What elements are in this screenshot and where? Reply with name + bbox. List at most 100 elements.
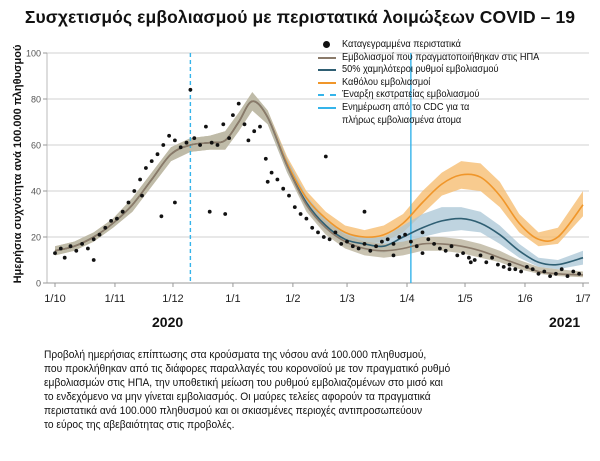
observed-point — [115, 216, 119, 221]
legend-label: Έναρξη εκστρατείας εμβολιασμού — [342, 89, 480, 101]
observed-point — [472, 258, 477, 262]
observed-point — [91, 237, 96, 242]
observed-point — [223, 212, 228, 216]
observed-point — [173, 138, 177, 143]
legend-item-observed: Καταγεγραμμένα περιστατικά — [316, 39, 556, 52]
observed-point — [339, 242, 344, 246]
y-tick-label: 40 — [31, 187, 41, 197]
observed-point — [316, 230, 320, 235]
observed-point — [167, 133, 172, 138]
observed-point — [155, 152, 160, 157]
scenario-lines — [54, 100, 584, 276]
dashed-line-icon — [316, 89, 342, 101]
legend-label: Ενημέρωση από το CDC για τα — [342, 101, 470, 113]
observed-point — [103, 225, 108, 230]
observed-point — [571, 269, 576, 274]
observed-point — [397, 235, 402, 239]
observed-point — [374, 244, 378, 249]
observed-point — [501, 265, 506, 269]
caption-line: το ενδεχόμενο να μην γίνεται εμβολιασμός… — [44, 390, 431, 403]
observed-point — [559, 267, 564, 272]
observed-point — [391, 253, 396, 258]
observed-point — [263, 156, 268, 161]
observed-point — [252, 129, 257, 134]
observed-point — [53, 251, 57, 256]
observed-point — [144, 166, 148, 170]
year-label-2020: 2020 — [152, 314, 184, 330]
observed-point — [236, 101, 241, 106]
observed-point — [345, 239, 349, 244]
observed-point — [62, 255, 67, 260]
observed-point — [513, 267, 518, 272]
x-tick-label: 1/2 — [285, 293, 300, 305]
observed-point — [292, 205, 297, 210]
line-actual-vaccination — [54, 100, 584, 276]
observed-point — [426, 237, 431, 242]
x-axis-ticks: 1/10 1/11 1/12 1/1 1/2 1/3 1/4 1/5 1/6 1/7 — [44, 283, 591, 305]
observed-point — [132, 189, 137, 193]
observed-point — [333, 230, 338, 235]
observed-point — [414, 244, 419, 249]
uncertainty-bands — [55, 92, 583, 278]
observed-point — [548, 274, 552, 278]
observed-point — [385, 237, 390, 242]
observed-point — [420, 251, 425, 256]
observed-point — [525, 265, 529, 269]
observed-point — [368, 248, 373, 253]
observed-point — [173, 200, 177, 205]
y-tick-label: 100 — [26, 49, 41, 59]
observed-point — [120, 209, 125, 214]
observed-point — [478, 253, 483, 258]
observed-point — [138, 177, 143, 182]
observed-point — [68, 244, 73, 249]
observed-point — [490, 255, 494, 260]
observed-point — [161, 143, 166, 147]
observed-point — [536, 271, 541, 276]
caption-line: το εύρος της αβεβαιότητας στις προβολές. — [44, 418, 235, 431]
observed-point — [242, 122, 247, 127]
observed-point — [188, 87, 193, 92]
legend-label: Εμβολιασμοί που πραγματοποιήθηκαν στις Η… — [342, 51, 540, 63]
observed-point — [91, 258, 96, 262]
legend-item-half-vaccination: 50% χαμηλότεροι ρυθμοί εμβολιασμού — [316, 64, 556, 77]
chart-title: Συσχετισμός εμβολιασμού με περιστατικά λ… — [24, 7, 576, 27]
legend: Καταγεγραμμένα περιστατικά Εμβολιασμοί π… — [316, 39, 556, 127]
observed-points — [53, 87, 581, 278]
x-tick-label: 1/6 — [517, 293, 532, 305]
observed-point — [159, 214, 164, 219]
chart-caption: Προβολή ημερήσιας επίπτωσης στα κρούσματ… — [44, 349, 564, 432]
observed-point — [356, 246, 361, 251]
observed-point — [420, 230, 425, 235]
observed-point — [126, 200, 131, 205]
legend-item-cdc-update: Ενημέρωση από το CDC για τα — [316, 102, 556, 115]
observed-point — [542, 269, 547, 274]
observed-point — [327, 237, 332, 242]
observed-point — [484, 260, 489, 265]
year-label-2021: 2021 — [549, 314, 581, 330]
observed-point — [409, 239, 413, 244]
observed-point — [221, 122, 226, 127]
y-axis-ticks: 0 20 40 60 80 100 — [26, 49, 47, 289]
x-tick-label: 1/7 — [575, 293, 590, 305]
observed-point — [323, 154, 328, 159]
line-swatch-icon — [316, 52, 342, 64]
observed-point — [58, 246, 63, 251]
observed-point — [80, 242, 84, 246]
observed-point — [310, 225, 315, 230]
legend-label: 50% χαμηλότεροι ρυθμοί εμβολιασμού — [342, 64, 499, 76]
legend-item-vaccination-start: Έναρξη εκστρατείας εμβολιασμού — [316, 89, 556, 102]
observed-point — [449, 244, 454, 249]
caption-line: περιστατικά ανά 100.000 πληθυσμού και οι… — [44, 404, 423, 417]
observed-point — [298, 212, 303, 216]
observed-point — [468, 260, 473, 265]
observed-point — [281, 186, 286, 191]
observed-point — [178, 145, 183, 150]
observed-point — [97, 232, 102, 237]
observed-point — [496, 262, 500, 267]
observed-point — [246, 138, 251, 143]
observed-point — [215, 143, 220, 147]
legend-item-actual-vaccination: Εμβολιασμοί που πραγματοποιήθηκαν στις Η… — [316, 52, 556, 65]
observed-point — [149, 159, 154, 164]
x-tick-label: 1/5 — [457, 293, 472, 305]
observed-point — [258, 124, 262, 129]
